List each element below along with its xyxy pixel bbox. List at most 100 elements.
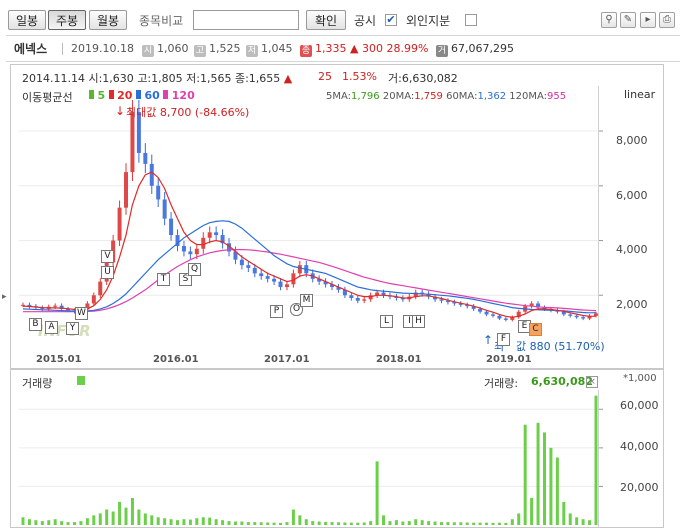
volume-bar (362, 522, 366, 525)
disclosure-marker-l[interactable]: L (380, 315, 393, 328)
price-candle-body (394, 296, 399, 298)
info-change: ▲ 300 (350, 42, 383, 55)
price-candle-body (98, 281, 103, 296)
disclosure-marker-q[interactable]: Q (188, 263, 201, 276)
ma-values: 5MA:1,796 20MA:1,759 60MA:1,362 120MA:95… (326, 91, 566, 102)
ma120-value-label: 120MA: (509, 91, 548, 102)
price-candle-body (516, 311, 521, 318)
volume-bar (60, 521, 64, 525)
print-icon[interactable]: ⎙ (659, 12, 675, 28)
disclosure-marker-f[interactable]: F (497, 333, 510, 346)
foreign-share-checkbox[interactable] (465, 14, 477, 26)
disclosure-marker-o[interactable]: O (290, 303, 303, 316)
ma20-value: 1,759 (414, 91, 443, 102)
chart-scroll-left-icon[interactable]: ▸ (2, 292, 7, 302)
volume-bar (588, 520, 592, 525)
price-chart-pane[interactable] (10, 64, 664, 369)
disclosure-marker-t[interactable]: T (157, 273, 170, 286)
stock-name: 에넥스 (14, 42, 48, 56)
volume-close-icon[interactable]: × (586, 376, 598, 388)
low-badge-icon: 저 (246, 45, 258, 57)
price-y-tick: 6,000 (616, 189, 648, 202)
volume-bar (279, 522, 283, 525)
volume-bar (298, 515, 302, 525)
legend-volume: 거:6,630,082 (388, 72, 458, 85)
info-bar-bottom-rule (6, 61, 680, 62)
disclosure-marker-c[interactable]: C (529, 323, 542, 336)
price-candle-body (162, 199, 167, 219)
info-volume-value: 67,067,295 (451, 42, 514, 55)
legend-arrow-icon: ▲ (283, 72, 293, 85)
volume-bar (214, 519, 218, 525)
volume-bar (176, 520, 180, 525)
price-candle-body (330, 284, 335, 288)
period-button-weekly[interactable]: 주봉 (48, 10, 86, 30)
price-candle-body (342, 289, 347, 296)
ma-title: 이동평균선 (22, 91, 73, 104)
price-candle-body (252, 267, 257, 274)
volume-bar (272, 522, 276, 525)
disclosure-marker-y[interactable]: Y (66, 322, 79, 335)
price-candle-body (214, 232, 219, 236)
price-candle-body (458, 303, 463, 305)
cursor-icon[interactable]: ▸ (640, 12, 656, 28)
price-candle-body (568, 314, 573, 316)
period-button-monthly[interactable]: 월봉 (89, 10, 127, 30)
price-x-tick: 2015.01 (36, 354, 82, 365)
price-candle-body (484, 311, 489, 315)
volume-bar (40, 521, 44, 525)
volume-bar (195, 518, 199, 525)
confirm-button[interactable]: 확인 (306, 10, 346, 30)
disclosure-marker-s[interactable]: S (179, 273, 192, 286)
volume-bar (118, 501, 122, 525)
price-legend-line: 2014.11.14 시:1,630 고:1,805 저:1,565 종:1,6… (22, 70, 292, 86)
volume-chart-pane[interactable] (10, 369, 664, 528)
min-value-annotation: 값 880 (51.70%) (516, 340, 605, 353)
disclosure-marker-u[interactable]: U (101, 266, 114, 279)
disclosure-marker-a[interactable]: A (45, 321, 58, 334)
price-candle-body (233, 251, 238, 260)
ma5-value-label: 5MA: (326, 91, 352, 102)
ma-legend: 5 20 60 120 (89, 89, 195, 102)
volume-bar (291, 509, 295, 525)
disclosure-marker-p[interactable]: P (270, 305, 283, 318)
price-candle-body (439, 299, 444, 301)
volume-bar (130, 498, 134, 525)
scale-mode-label[interactable]: linear (624, 88, 656, 101)
volume-bar (517, 513, 521, 525)
ma120-legend-label: 120 (171, 89, 195, 102)
volume-bar (452, 522, 456, 525)
price-candle-body (149, 163, 154, 186)
volume-bar (446, 522, 450, 525)
disclosure-marker-b[interactable]: B (29, 318, 42, 331)
disclosure-checkbox[interactable]: ✔ (385, 13, 397, 26)
pin-icon[interactable]: ⚲ (601, 12, 617, 28)
period-button-daily[interactable]: 일봉 (8, 10, 46, 30)
volume-bar (375, 461, 379, 525)
volume-bar (188, 519, 192, 525)
price-x-tick: 2017.01 (264, 354, 310, 365)
price-candle-body (194, 248, 199, 255)
price-candle-body (201, 237, 206, 249)
volume-bar (594, 395, 598, 525)
volume-bar (240, 521, 244, 525)
price-candle-body (445, 300, 450, 303)
volume-bar (85, 518, 89, 525)
price-candle-body (227, 243, 232, 252)
disclosure-marker-h[interactable]: H (412, 315, 425, 328)
disclosure-marker-v[interactable]: V (101, 250, 114, 263)
price-candle-body (400, 298, 405, 300)
info-low: 저 1,045 (246, 40, 293, 58)
price-candle-body (53, 305, 58, 307)
ma120-line (23, 249, 597, 313)
pencil-icon[interactable]: ✎ (620, 12, 636, 28)
price-candle-body (265, 276, 270, 279)
volume-bar (382, 515, 386, 525)
disclosure-marker-w[interactable]: W (75, 307, 88, 320)
volume-bar (47, 520, 51, 525)
compare-input[interactable] (193, 10, 299, 30)
price-candle-body (503, 318, 508, 320)
volume-bar (420, 520, 424, 525)
price-candle-body (478, 308, 483, 312)
disclosure-marker-m[interactable]: M (300, 294, 313, 307)
